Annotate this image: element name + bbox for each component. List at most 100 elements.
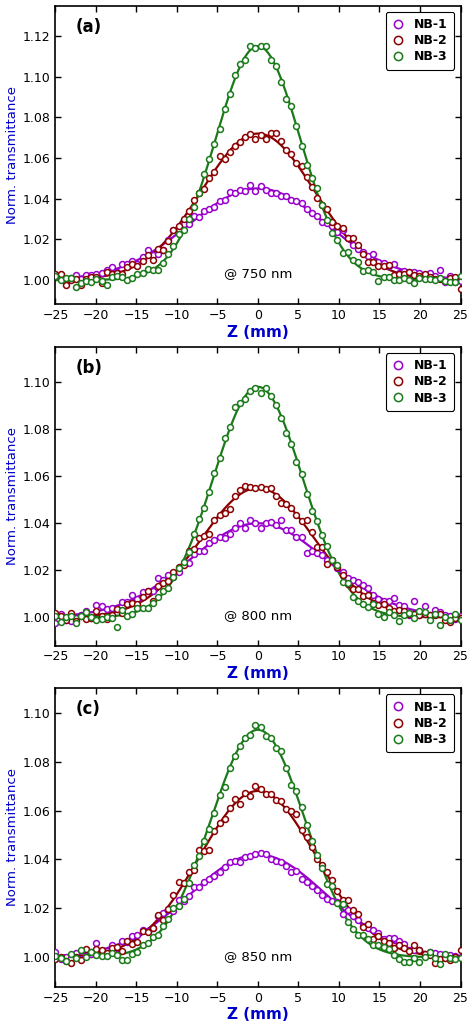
NB-1: [365, 580, 372, 596]
NB-1: [344, 902, 352, 918]
NB-1: [139, 249, 146, 265]
NB-3: [272, 397, 280, 413]
NB-3: [288, 776, 295, 793]
NB-3: [421, 270, 428, 287]
NB-3: [436, 617, 444, 633]
NB-3: [82, 604, 90, 621]
NB-3: [149, 928, 157, 945]
NB-1: [52, 615, 59, 631]
NB-3: [334, 895, 341, 912]
NB-2: [77, 277, 85, 293]
NB-2: [195, 842, 203, 858]
NB-1: [201, 543, 208, 559]
NB-1: [405, 264, 413, 281]
NB-1: [210, 533, 218, 549]
NB-2: [128, 594, 136, 611]
NB-3: [236, 395, 244, 411]
NB-3: [170, 238, 177, 255]
NB-2: [447, 614, 454, 630]
NB-3: [452, 951, 459, 967]
NB-1: [426, 944, 434, 960]
NB-3: [262, 728, 269, 744]
NB-3: [359, 263, 367, 280]
NB-1: [175, 221, 182, 237]
NB-1: [267, 514, 274, 530]
NB-3: [344, 914, 352, 930]
NB-2: [436, 270, 444, 287]
NB-1: [82, 602, 90, 619]
NB-2: [349, 229, 356, 246]
NB-2: [292, 507, 300, 523]
NB-3: [303, 817, 310, 834]
NB-2: [154, 578, 162, 594]
NB-1: [349, 236, 356, 253]
NB-3: [374, 937, 382, 953]
NB-3: [457, 612, 465, 628]
NB-3: [201, 500, 208, 516]
NB-1: [154, 908, 162, 924]
NB-3: [123, 272, 131, 289]
NB-2: [210, 512, 218, 528]
NB-1: [318, 887, 326, 904]
NB-3: [52, 947, 59, 963]
NB-1: [328, 553, 336, 570]
NB-2: [395, 266, 403, 283]
NB-3: [206, 484, 213, 501]
NB-3: [226, 86, 234, 103]
NB-1: [349, 572, 356, 588]
NB-2: [452, 268, 459, 285]
NB-3: [72, 615, 80, 631]
NB-3: [457, 268, 465, 285]
NB-3: [128, 269, 136, 286]
NB-1: [318, 214, 326, 230]
NB-1: [226, 854, 234, 871]
NB-1: [354, 241, 362, 257]
NB-2: [57, 608, 64, 624]
NB-3: [216, 121, 223, 138]
NB-1: [380, 255, 387, 271]
NB-3: [349, 920, 356, 937]
NB-1: [410, 264, 418, 281]
NB-1: [190, 208, 198, 224]
Text: (b): (b): [76, 359, 102, 377]
NB-1: [405, 943, 413, 959]
NB-3: [421, 949, 428, 965]
NB-1: [62, 949, 70, 965]
NB-1: [113, 940, 121, 956]
NB-1: [72, 267, 80, 284]
NB-3: [190, 856, 198, 873]
NB-2: [401, 603, 408, 620]
NB-1: [144, 583, 152, 599]
NB-2: [164, 574, 172, 590]
NB-3: [206, 821, 213, 838]
NB-1: [72, 610, 80, 626]
NB-2: [88, 944, 95, 960]
NB-1: [441, 607, 449, 623]
NB-3: [288, 436, 295, 452]
NB-2: [431, 271, 438, 288]
NB-3: [185, 544, 192, 560]
NB-1: [431, 945, 438, 961]
NB-3: [431, 950, 438, 966]
NB-3: [210, 465, 218, 481]
NB-3: [93, 270, 100, 287]
NB-1: [180, 556, 187, 573]
NB-3: [103, 948, 110, 964]
NB-1: [170, 221, 177, 237]
NB-2: [262, 131, 269, 147]
NB-2: [103, 945, 110, 961]
NB-3: [395, 271, 403, 288]
NB-2: [359, 247, 367, 263]
X-axis label: Z (mm): Z (mm): [227, 666, 289, 682]
NB-2: [221, 811, 228, 828]
NB-1: [77, 270, 85, 287]
NB-1: [103, 601, 110, 618]
NB-1: [288, 191, 295, 208]
NB-3: [88, 944, 95, 960]
NB-3: [298, 466, 305, 482]
NB-3: [292, 453, 300, 470]
NB-1: [421, 597, 428, 614]
NB-1: [170, 568, 177, 585]
NB-1: [216, 864, 223, 880]
NB-3: [349, 252, 356, 268]
